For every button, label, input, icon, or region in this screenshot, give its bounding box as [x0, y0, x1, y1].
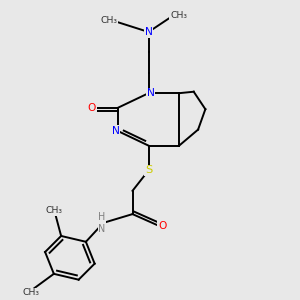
Text: CH₃: CH₃ — [45, 206, 62, 215]
Text: O: O — [158, 221, 166, 231]
Text: CH₃: CH₃ — [170, 11, 187, 20]
Text: CH₃: CH₃ — [101, 16, 118, 25]
Text: N: N — [112, 126, 120, 136]
Text: S: S — [145, 165, 152, 176]
Text: H
N: H N — [98, 212, 106, 234]
Text: CH₃: CH₃ — [22, 288, 39, 297]
Text: O: O — [88, 103, 96, 113]
Text: N: N — [147, 88, 155, 98]
Text: N: N — [145, 27, 152, 37]
